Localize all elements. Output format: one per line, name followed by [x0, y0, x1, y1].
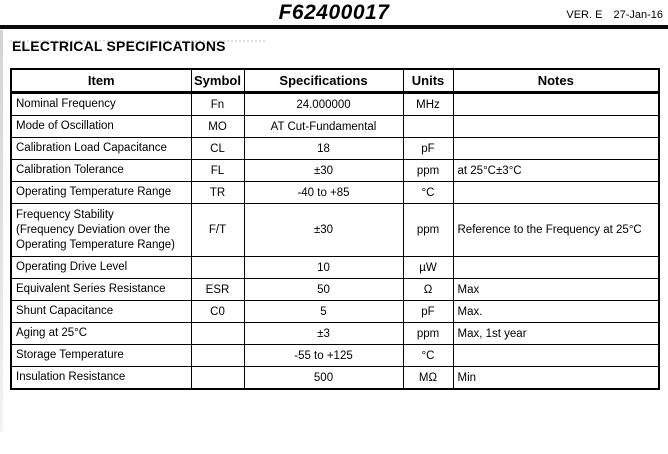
- cell-item: Mode of Oscillation: [10, 115, 192, 138]
- scan-artifact-dots: [10, 40, 265, 42]
- cell-symbol: [190, 366, 245, 390]
- cell-units: ppm: [402, 322, 454, 345]
- version-label: VER. E: [566, 9, 603, 21]
- cell-item: Equivalent Series Resistance: [10, 278, 192, 301]
- cell-notes: [452, 137, 660, 160]
- table-row: Shunt Capacitance C0 5 pF Max.: [10, 300, 660, 323]
- cell-spec: 500: [243, 366, 404, 390]
- cell-symbol: [190, 256, 245, 279]
- cell-units: [402, 115, 454, 138]
- table-row: Calibration Tolerance FL ±30 ppm at 25°C±3°C: [10, 159, 660, 182]
- cell-spec: 50: [243, 278, 404, 301]
- cell-notes: [452, 92, 660, 116]
- cell-item: Operating Temperature Range: [10, 181, 192, 204]
- cell-units: pF: [402, 137, 454, 160]
- cell-units: pF: [402, 300, 454, 323]
- header-rule: [0, 25, 668, 29]
- cell-units: Ω: [402, 278, 454, 301]
- cell-notes: Reference to the Frequency at 25°C: [452, 203, 660, 257]
- cell-units: µW: [402, 256, 454, 279]
- cell-item: Insulation Resistance: [10, 366, 192, 390]
- cell-notes: [452, 256, 660, 279]
- cell-spec: ±3: [243, 322, 404, 345]
- cell-spec: AT Cut-Fundamental: [243, 115, 404, 138]
- cell-notes: [452, 115, 660, 138]
- table-row: Equivalent Series Resistance ESR 50 Ω Max: [10, 278, 660, 301]
- table-row: Mode of Oscillation MO AT Cut-Fundamental: [10, 115, 660, 138]
- table-row: Operating Temperature Range TR -40 to +85 °…: [10, 181, 660, 204]
- cell-item: Calibration Tolerance: [10, 159, 192, 182]
- column-header-units: Units: [402, 68, 454, 94]
- cell-item: Aging at 25°C: [10, 322, 192, 345]
- cell-symbol: C0: [190, 300, 245, 323]
- cell-notes: Min: [452, 366, 660, 390]
- column-header-item: Item: [10, 68, 192, 94]
- cell-item: Storage Temperature: [10, 344, 192, 367]
- table-row: Aging at 25°C ±3 ppm Max, 1st year: [10, 322, 660, 345]
- cell-units: °C: [402, 344, 454, 367]
- cell-item: Shunt Capacitance: [10, 300, 192, 323]
- table-row: Storage Temperature -55 to +125 °C: [10, 344, 660, 367]
- version-date: VER. E 27-Jan-16: [566, 9, 663, 21]
- column-header-spec: Specifications: [243, 68, 404, 94]
- cell-symbol: [190, 322, 245, 345]
- cell-symbol: MO: [190, 115, 245, 138]
- cell-notes: Max, 1st year: [452, 322, 660, 345]
- document-title: F62400017: [278, 1, 390, 24]
- cell-spec: 5: [243, 300, 404, 323]
- cell-item: Frequency Stability (Frequency Deviation…: [10, 203, 192, 257]
- cell-notes: [452, 344, 660, 367]
- cell-symbol: CL: [190, 137, 245, 160]
- cell-notes: at 25°C±3°C: [452, 159, 660, 182]
- table-row: Nominal Frequency Fn 24.000000 MHz: [10, 92, 660, 116]
- cell-symbol: Fn: [190, 92, 245, 116]
- cell-notes: [452, 181, 660, 204]
- table-row: Calibration Load Capacitance CL 18 pF: [10, 137, 660, 160]
- cell-spec: 10: [243, 256, 404, 279]
- cell-item: Nominal Frequency: [10, 92, 192, 116]
- cell-units: °C: [402, 181, 454, 204]
- cell-symbol: FL: [190, 159, 245, 182]
- date-label: 27-Jan-16: [613, 9, 663, 21]
- cell-spec: 24.000000: [243, 92, 404, 116]
- column-header-notes: Notes: [452, 68, 660, 94]
- cell-notes: Max.: [452, 300, 660, 323]
- cell-spec: ±30: [243, 159, 404, 182]
- cell-symbol: ESR: [190, 278, 245, 301]
- cell-units: ppm: [402, 203, 454, 257]
- cell-units: MΩ: [402, 366, 454, 390]
- cell-symbol: F/T: [190, 203, 245, 257]
- cell-symbol: TR: [190, 181, 245, 204]
- specifications-table: Item Symbol Specifications Units Notes Nomin…: [10, 68, 660, 390]
- cell-spec: -40 to +85: [243, 181, 404, 204]
- table-header-row: Item Symbol Specifications Units Notes: [10, 68, 660, 94]
- section-heading: ELECTRICAL SPECIFICATIONS: [12, 38, 226, 54]
- table-row: Frequency Stability (Frequency Deviation…: [10, 203, 660, 257]
- cell-symbol: [190, 344, 245, 367]
- cell-spec: -55 to +125: [243, 344, 404, 367]
- cell-spec: ±30: [243, 203, 404, 257]
- cell-item: Calibration Load Capacitance: [10, 137, 192, 160]
- scan-artifact-left-edge: [0, 30, 3, 432]
- cell-item: Operating Drive Level: [10, 256, 192, 279]
- cell-units: MHz: [402, 92, 454, 116]
- column-header-symbol: Symbol: [190, 68, 245, 94]
- table-row: Insulation Resistance 500 MΩ Min: [10, 366, 660, 390]
- cell-units: ppm: [402, 159, 454, 182]
- table-row: Operating Drive Level 10 µW: [10, 256, 660, 279]
- cell-spec: 18: [243, 137, 404, 160]
- cell-notes: Max: [452, 278, 660, 301]
